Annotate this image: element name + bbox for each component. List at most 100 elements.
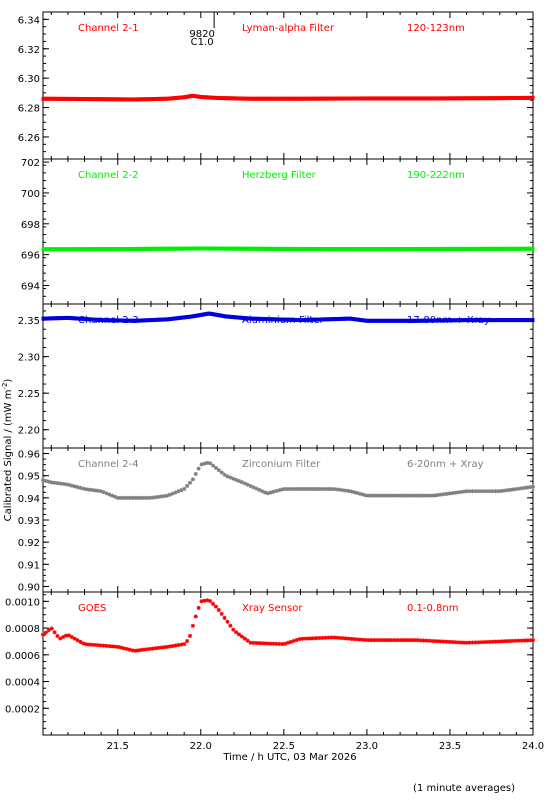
data-point (161, 246, 165, 251)
data-point (191, 93, 195, 98)
y-tick-label: 694 (21, 281, 40, 292)
data-point (132, 318, 136, 323)
data-point (485, 318, 489, 323)
data-point (311, 317, 315, 322)
data-point (117, 97, 121, 102)
data-point (337, 96, 341, 101)
data-point (274, 488, 279, 493)
data-point (115, 495, 120, 500)
data-point (237, 315, 241, 320)
data-point (119, 247, 123, 252)
data-point (132, 97, 136, 102)
data-point (193, 246, 197, 251)
data-point (142, 97, 146, 102)
data-point (159, 96, 163, 101)
data-point (372, 247, 376, 252)
data-point (332, 635, 337, 640)
data-point (198, 94, 202, 99)
data-point (395, 638, 400, 643)
data-point (433, 318, 437, 323)
data-point (271, 317, 275, 322)
data-point (514, 246, 518, 251)
data-point (340, 247, 344, 252)
data-point (72, 636, 77, 641)
data-point (517, 95, 521, 100)
data-point (173, 316, 177, 321)
data-point (213, 312, 217, 317)
data-point (467, 318, 471, 323)
data-point (92, 488, 97, 493)
data-point (257, 96, 261, 101)
data-point (431, 96, 435, 101)
data-point (441, 639, 446, 644)
data-point (286, 317, 290, 322)
y-tick-label: 0.91 (18, 560, 40, 571)
data-point (173, 96, 177, 101)
data-point (327, 317, 331, 322)
data-point (60, 96, 64, 101)
data-point (85, 317, 89, 322)
data-point (242, 246, 246, 251)
data-point (245, 96, 249, 101)
data-point (237, 479, 241, 484)
data-point (144, 495, 149, 500)
y-tick-label: 0.92 (18, 538, 40, 549)
data-point (305, 317, 309, 322)
data-point (146, 97, 150, 102)
data-point (349, 247, 353, 252)
data-point (124, 495, 129, 500)
data-point (404, 493, 409, 498)
data-point (320, 486, 325, 491)
data-point (272, 246, 276, 251)
x-axis: 21.5 22.0 22.5 23.0 23.5 24.0 (107, 741, 545, 752)
data-point (436, 96, 440, 101)
data-point (210, 95, 214, 100)
data-point (188, 246, 192, 251)
data-point (315, 246, 319, 251)
data-point (49, 480, 54, 485)
data-point (525, 485, 530, 490)
data-point (382, 96, 386, 101)
data-point (193, 472, 198, 477)
data-point (239, 634, 244, 639)
data-point (396, 247, 400, 252)
data-point (496, 96, 500, 101)
data-point (409, 638, 414, 643)
data-point (427, 493, 432, 498)
data-point (119, 318, 123, 323)
data-point (283, 641, 288, 646)
data-point (245, 316, 249, 321)
data-point (352, 96, 356, 101)
data-point (352, 317, 356, 322)
data-point (196, 466, 201, 471)
data-point (389, 638, 394, 643)
data-point (262, 641, 267, 646)
data-point (193, 614, 198, 619)
data-point (347, 96, 351, 101)
data-point (129, 318, 133, 323)
data-point (337, 247, 341, 252)
data-point (490, 246, 494, 251)
data-point (509, 246, 513, 251)
data-point (150, 646, 155, 651)
data-point (150, 495, 155, 500)
data-point (311, 96, 315, 101)
data-point (384, 638, 388, 643)
data-point (297, 486, 302, 491)
data-point (318, 246, 322, 251)
data-point (475, 246, 479, 251)
data-point (430, 638, 435, 643)
data-point (41, 96, 45, 101)
data-point (369, 638, 374, 643)
panel-1: 6.26 6.28 6.30 6.32 6.34 Channel 2-1 Lyman-alp… (18, 11, 535, 160)
data-point (472, 246, 476, 251)
data-point (169, 316, 173, 321)
data-point (377, 247, 381, 252)
data-point (370, 96, 374, 101)
data-point (72, 484, 77, 489)
data-point (114, 97, 118, 102)
data-point (227, 96, 231, 101)
data-point (409, 247, 413, 252)
data-point (394, 247, 398, 252)
data-point (147, 495, 152, 500)
